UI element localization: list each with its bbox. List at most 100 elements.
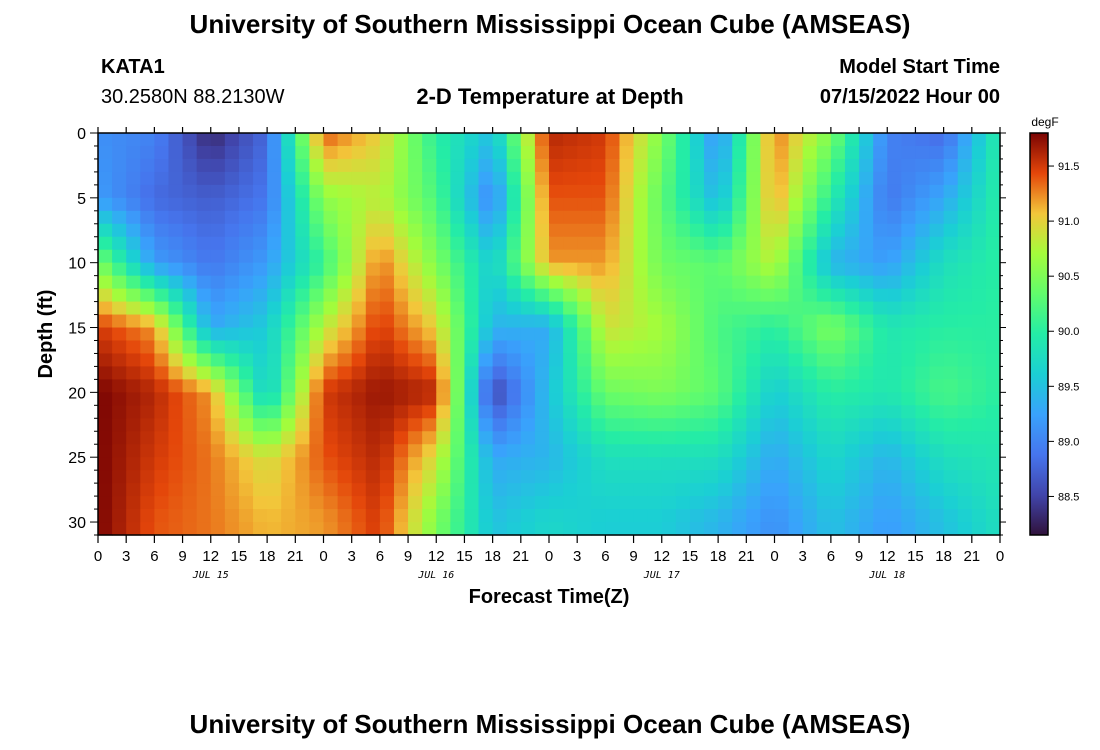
heatmap-cell bbox=[802, 405, 818, 419]
colorbar-tick-label: 90.5 bbox=[1058, 271, 1079, 283]
heatmap-cell bbox=[859, 145, 874, 160]
heatmap-cell bbox=[422, 418, 437, 432]
heatmap-cell bbox=[859, 301, 874, 316]
heatmap-cell bbox=[210, 392, 226, 406]
heatmap-cell bbox=[379, 236, 395, 251]
heatmap-cell bbox=[238, 340, 254, 355]
heatmap-cell bbox=[873, 236, 888, 251]
heatmap-cell bbox=[196, 210, 212, 225]
heatmap-cell bbox=[971, 457, 987, 471]
heatmap-cell bbox=[379, 171, 395, 186]
heatmap-cell bbox=[408, 522, 423, 536]
heatmap-cell bbox=[196, 314, 212, 329]
heatmap-cell bbox=[943, 483, 959, 497]
station-coords: 30.2580N 88.2130W bbox=[101, 86, 285, 108]
heatmap-cell bbox=[816, 457, 832, 471]
heatmap-cell bbox=[520, 314, 536, 329]
heatmap-cell bbox=[267, 431, 282, 445]
heatmap-cell bbox=[943, 327, 959, 342]
heatmap-cell bbox=[337, 366, 353, 380]
heatmap-cell bbox=[393, 158, 409, 173]
heatmap-cell bbox=[591, 133, 606, 147]
heatmap-cell bbox=[351, 262, 367, 277]
heatmap-cell bbox=[323, 392, 339, 406]
heatmap-cell bbox=[873, 470, 888, 484]
heatmap-cell bbox=[140, 314, 155, 329]
heatmap-cell bbox=[309, 431, 325, 445]
heatmap-cell bbox=[844, 522, 860, 536]
heatmap-cell bbox=[675, 405, 691, 419]
heatmap-cell bbox=[802, 133, 818, 147]
heatmap-cell bbox=[929, 522, 945, 536]
heatmap-cell bbox=[887, 249, 902, 264]
heatmap-cell bbox=[873, 522, 888, 536]
heatmap-cell bbox=[351, 210, 367, 225]
heatmap-cell bbox=[126, 379, 141, 393]
heatmap-cell bbox=[971, 197, 987, 212]
heatmap-cell bbox=[337, 223, 353, 238]
heatmap-cell bbox=[957, 145, 973, 160]
heatmap-cell bbox=[408, 483, 423, 497]
heatmap-cell bbox=[506, 262, 522, 277]
heatmap-cell bbox=[351, 418, 367, 432]
heatmap-cell bbox=[182, 392, 198, 406]
heatmap-cell bbox=[675, 288, 691, 303]
heatmap-cell bbox=[591, 314, 606, 329]
heatmap-cell bbox=[126, 522, 141, 536]
heatmap-cell bbox=[675, 236, 691, 251]
heatmap-cell bbox=[98, 288, 113, 303]
heatmap-cell bbox=[182, 327, 198, 342]
heatmap-cell bbox=[901, 210, 917, 225]
heatmap-cell bbox=[295, 405, 310, 419]
heatmap-cell bbox=[802, 301, 818, 316]
heatmap-cell bbox=[238, 210, 254, 225]
heatmap-cell bbox=[351, 353, 367, 368]
heatmap-cell bbox=[464, 444, 480, 458]
heatmap-cell bbox=[830, 301, 846, 316]
heatmap-cell bbox=[971, 210, 987, 225]
heatmap-cell bbox=[591, 418, 606, 432]
heatmap-cell bbox=[774, 223, 790, 238]
heatmap-cell bbox=[379, 405, 395, 419]
heatmap-cell bbox=[393, 470, 409, 484]
heatmap-cell bbox=[774, 444, 790, 458]
heatmap-cell bbox=[647, 405, 663, 419]
x-tick-label: 12 bbox=[653, 548, 670, 565]
heatmap-cell bbox=[393, 133, 409, 147]
heatmap-cell bbox=[732, 275, 747, 290]
heatmap-cell bbox=[337, 444, 353, 458]
heatmap-cell bbox=[647, 262, 663, 277]
heatmap-cell bbox=[605, 392, 621, 406]
heatmap-cell bbox=[859, 366, 874, 380]
heatmap-cell bbox=[619, 444, 635, 458]
heatmap-cell bbox=[210, 418, 226, 432]
heatmap-cell bbox=[253, 444, 268, 458]
heatmap-cell bbox=[436, 236, 451, 251]
heatmap-cell bbox=[661, 379, 677, 393]
heatmap-cell bbox=[901, 470, 917, 484]
heatmap-cell bbox=[393, 444, 409, 458]
heatmap-cell bbox=[675, 444, 691, 458]
heatmap-cell bbox=[196, 509, 212, 523]
heatmap-cell bbox=[253, 470, 268, 484]
heatmap-cell bbox=[887, 483, 902, 497]
heatmap-cell bbox=[450, 133, 466, 147]
heatmap-cell bbox=[168, 327, 184, 342]
heatmap-cell bbox=[351, 405, 367, 419]
heatmap-cell bbox=[887, 392, 902, 406]
heatmap-cell bbox=[661, 483, 677, 497]
heatmap-cell bbox=[140, 340, 155, 355]
y-tick-label: 30 bbox=[68, 515, 86, 532]
heatmap-cell bbox=[647, 379, 663, 393]
heatmap-cell bbox=[591, 444, 606, 458]
heatmap-cell bbox=[873, 171, 888, 186]
heatmap-cell bbox=[267, 353, 282, 368]
heatmap-cell bbox=[238, 262, 254, 277]
heatmap-cell bbox=[351, 457, 367, 471]
heatmap-cell bbox=[323, 249, 339, 264]
heatmap-cell bbox=[98, 210, 113, 225]
heatmap-cell bbox=[112, 457, 127, 471]
heatmap-cell bbox=[506, 301, 522, 316]
heatmap-cell bbox=[140, 327, 155, 342]
heatmap-cell bbox=[436, 522, 451, 536]
